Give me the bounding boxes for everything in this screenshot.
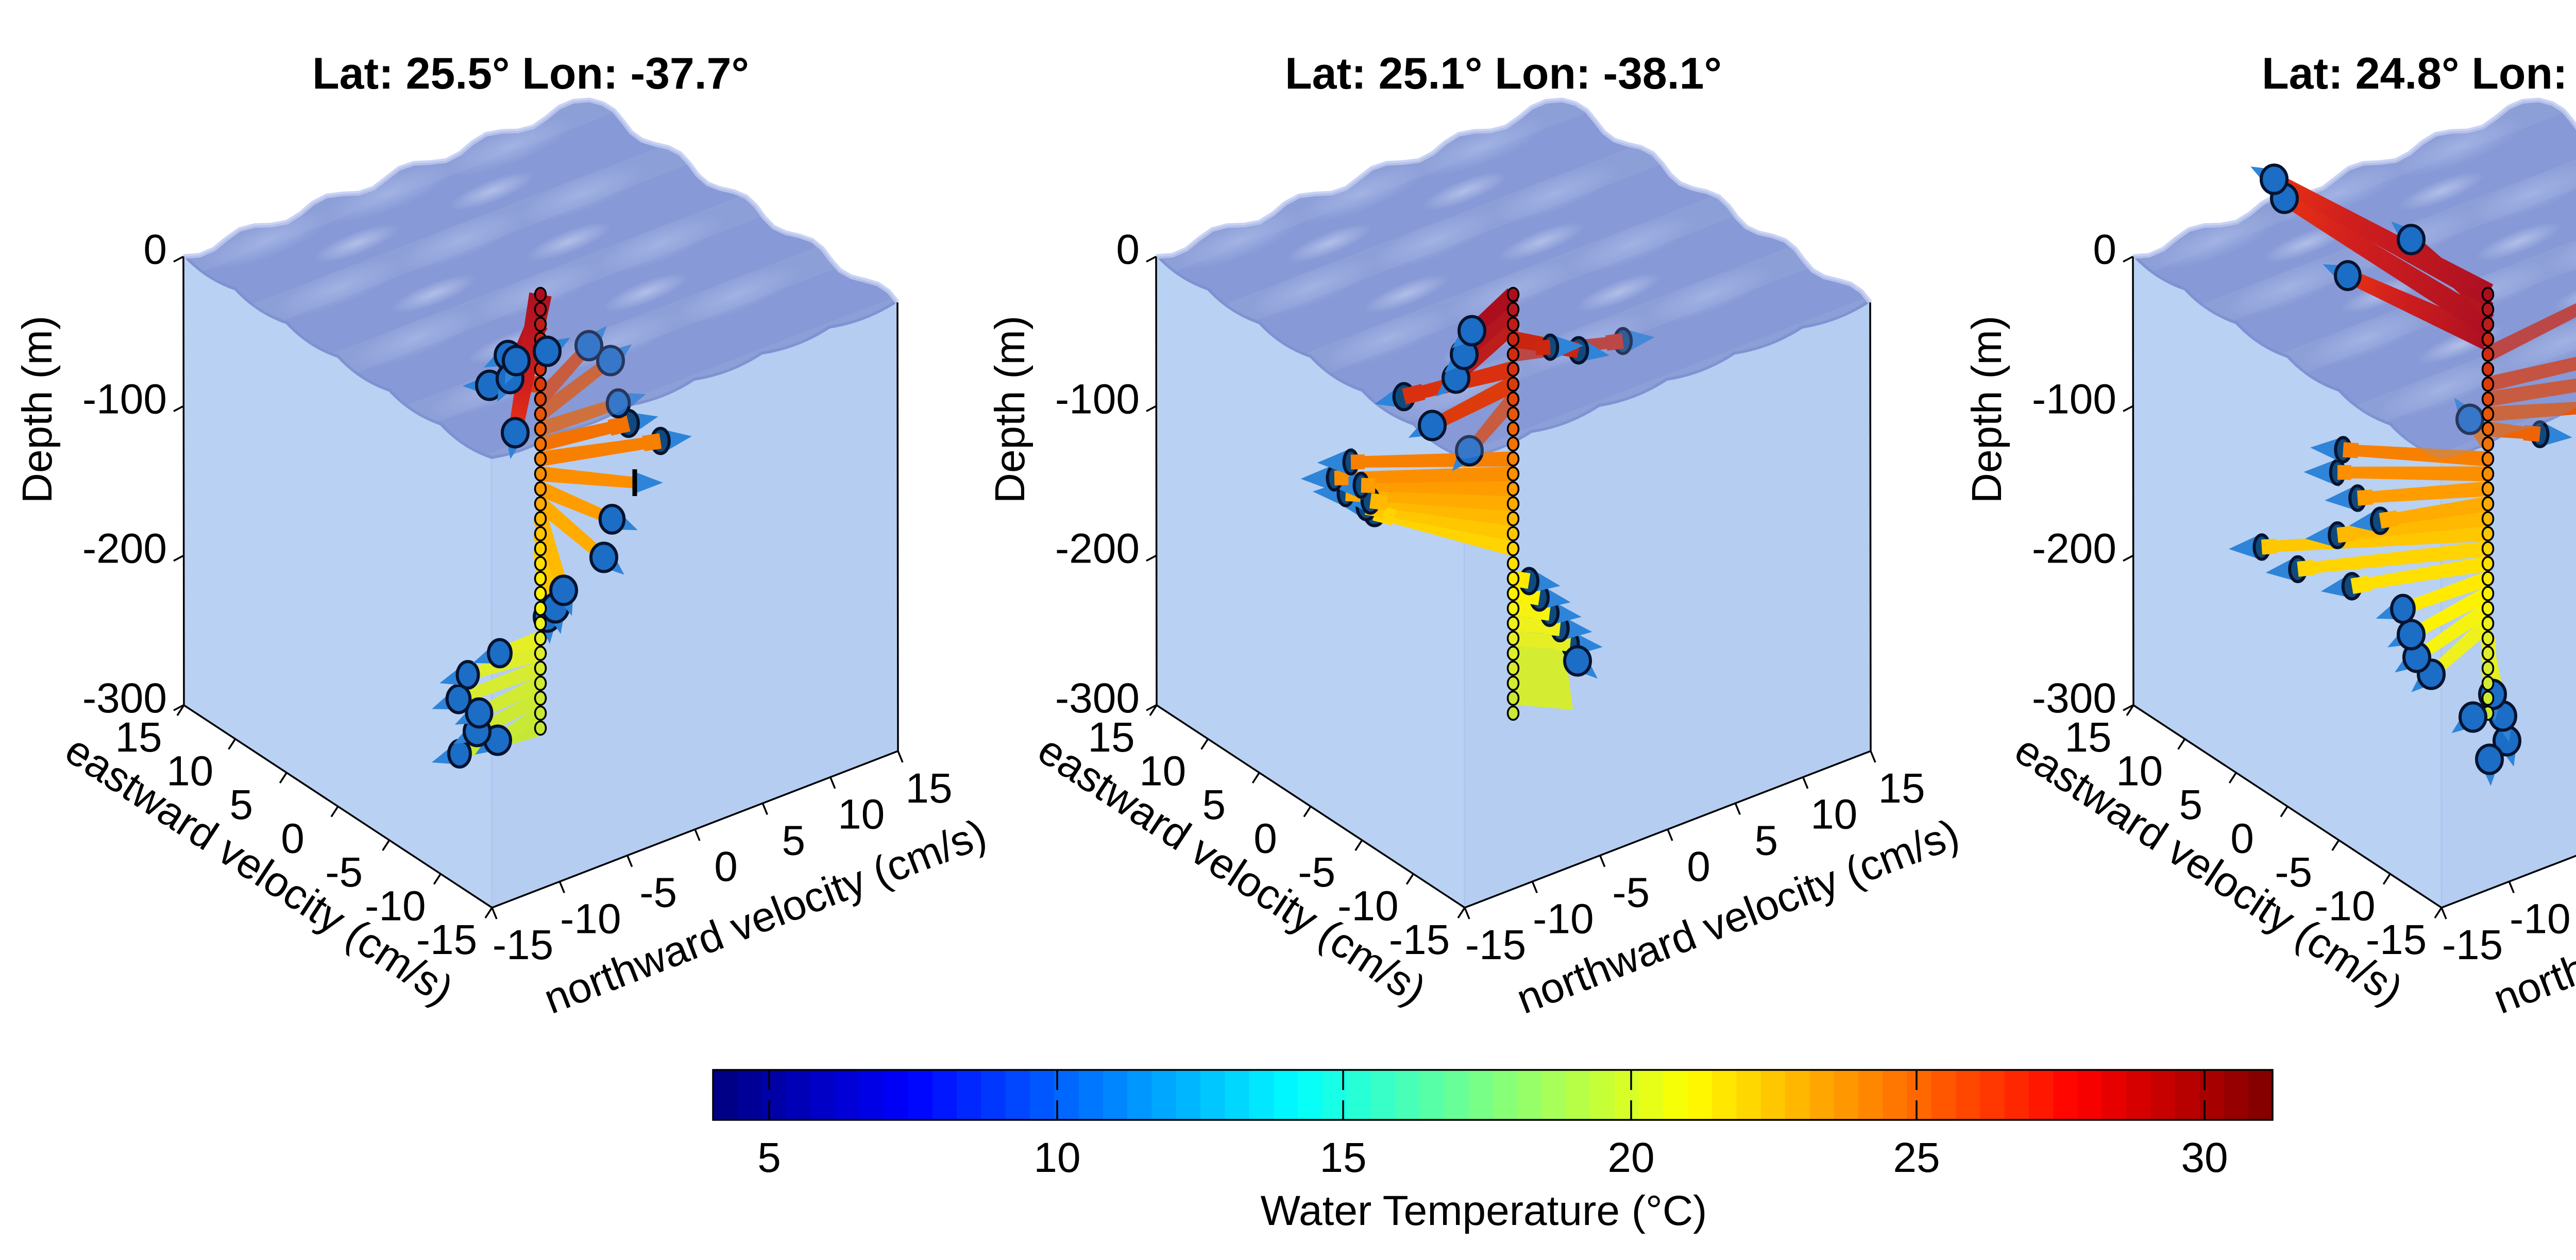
- svg-text:Lat: 25.5° Lon: -37.7°: Lat: 25.5° Lon: -37.7°: [312, 49, 749, 98]
- svg-text:10: 10: [1033, 1134, 1080, 1181]
- svg-text:Depth (m): Depth (m): [1963, 316, 2010, 504]
- svg-text:Water Temperature (°C): Water Temperature (°C): [1261, 1187, 1707, 1234]
- svg-text:15: 15: [1878, 765, 1925, 812]
- svg-text:-200: -200: [82, 525, 167, 572]
- svg-text:5: 5: [782, 817, 805, 864]
- svg-text:5: 5: [1754, 817, 1778, 864]
- svg-text:-100: -100: [82, 376, 167, 422]
- svg-text:5: 5: [229, 781, 253, 828]
- svg-text:Depth (m): Depth (m): [987, 316, 1033, 504]
- svg-text:0: 0: [1687, 843, 1710, 890]
- svg-text:Lat: 24.8° Lon: -38.4°: Lat: 24.8° Lon: -38.4°: [2262, 49, 2576, 98]
- svg-text:Depth (m): Depth (m): [14, 316, 61, 504]
- svg-text:0: 0: [1116, 226, 1140, 273]
- svg-text:-100: -100: [1055, 376, 1140, 422]
- svg-text:0: 0: [1253, 815, 1277, 862]
- svg-text:20: 20: [1607, 1134, 1654, 1181]
- svg-text:-5: -5: [1612, 870, 1650, 916]
- svg-text:30: 30: [2181, 1134, 2228, 1181]
- svg-text:0: 0: [281, 815, 304, 862]
- svg-text:5: 5: [1202, 781, 1226, 828]
- svg-text:25: 25: [1893, 1134, 1940, 1181]
- svg-text:-100: -100: [2032, 376, 2116, 422]
- svg-text:10: 10: [838, 791, 885, 838]
- svg-text:5: 5: [2179, 781, 2202, 828]
- svg-text:Lat: 25.1° Lon: -38.1°: Lat: 25.1° Lon: -38.1°: [1285, 49, 1722, 98]
- svg-text:-200: -200: [1055, 525, 1140, 572]
- svg-text:-15: -15: [1465, 922, 1527, 968]
- svg-text:-10: -10: [2510, 895, 2571, 942]
- svg-text:0: 0: [2230, 815, 2254, 862]
- svg-text:15: 15: [905, 765, 952, 812]
- svg-text:-15: -15: [2442, 922, 2503, 968]
- svg-text:15: 15: [1319, 1134, 1366, 1181]
- svg-text:5: 5: [757, 1134, 781, 1181]
- svg-text:0: 0: [714, 843, 738, 890]
- svg-text:-10: -10: [560, 895, 621, 942]
- svg-text:0: 0: [143, 226, 167, 273]
- svg-text:0: 0: [2093, 226, 2116, 273]
- svg-text:-15: -15: [493, 922, 554, 968]
- svg-text:-10: -10: [1533, 895, 1594, 942]
- svg-text:-200: -200: [2032, 525, 2116, 572]
- svg-text:10: 10: [1810, 791, 1857, 838]
- svg-text:-5: -5: [639, 870, 677, 916]
